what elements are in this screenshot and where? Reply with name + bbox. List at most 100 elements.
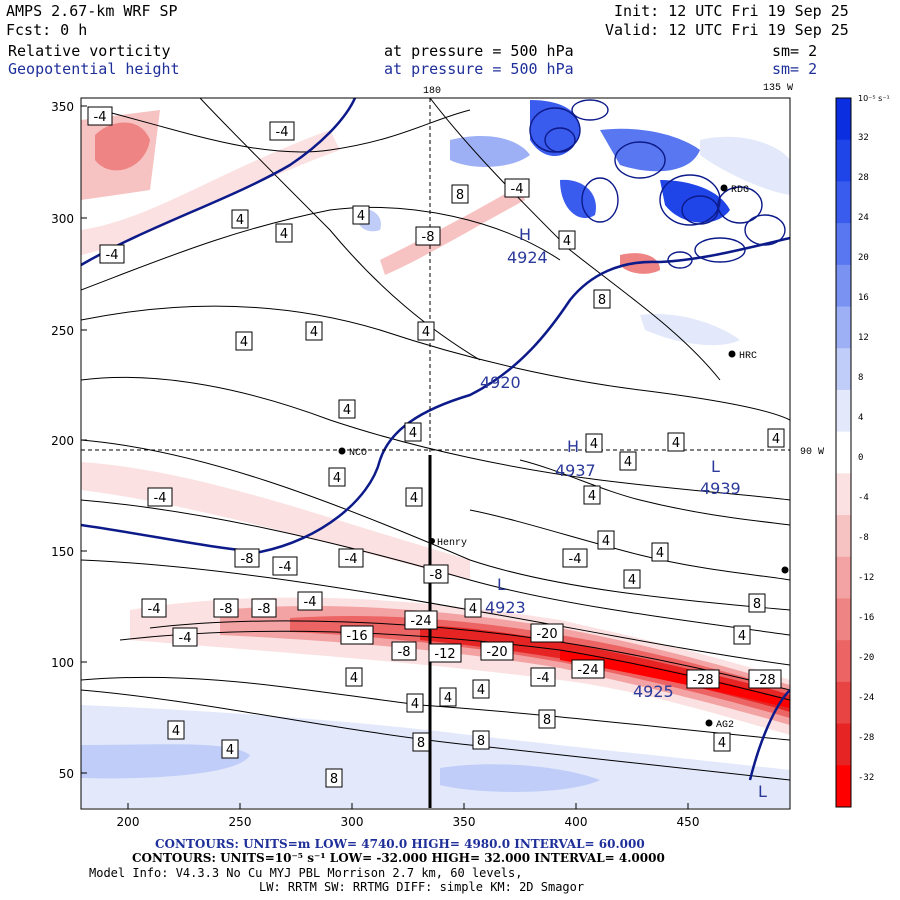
colorbar-level-label: -12 [858,573,875,583]
colorbar-level-label: -24 [858,693,875,703]
colorbar-level-label: -32 [858,773,875,783]
vorticity-label-box [686,669,720,689]
vorticity-label-box [141,598,167,618]
colorbar-swatch [836,598,851,641]
vorticity-label: 4 [422,325,430,340]
vorticity-label: -4 [106,248,119,263]
station-edge-dot [781,566,789,574]
x-tick-label: 350 [453,815,476,829]
vorticity-label-box [172,627,198,647]
vorticity-label-box [147,487,173,507]
vorticity-label-box [480,641,514,661]
vorticity-label: 4 [226,743,234,758]
vorticity-label: -4 [276,125,289,140]
vorticity-label-box [404,422,422,442]
vorticity-label-box [585,433,603,453]
y-tick-label: 50 [59,767,74,781]
vorticity-label-box [583,485,601,505]
vorticity-label-box [713,732,731,752]
footer-height-contours: CONTOURS: UNITS=m LOW= 4740.0 HIGH= 4980… [155,837,645,851]
vorticity-label-box [530,623,564,643]
vorticity-label: 4 [236,213,244,228]
vorticity-label-box [412,732,430,752]
vorticity-label: -8 [241,552,254,567]
high-value: 4924 [507,248,548,267]
colorbar-swatch [836,181,851,224]
colorbar-swatch [836,473,851,516]
vorticity-label-box [597,530,615,550]
forecast-hour: Fcst: 0 h [6,21,88,39]
colorbar-level-label: 16 [858,293,869,303]
vorticity-label-box [275,223,293,243]
footer-model-info: Model Info: V4.3.3 No Cu MYJ PBL Morriso… [89,866,523,880]
vorticity-label: 8 [477,734,485,749]
x-tick-label: 450 [677,815,700,829]
station-label: Henry [437,538,467,549]
station-ag2-dot [705,719,713,727]
vorticity-label: 4 [656,546,664,561]
vorticity-label-box [405,487,423,507]
colorbar-frame [835,97,852,808]
vorticity-label-box [464,598,482,618]
station-label: AG2 [716,720,734,731]
colorbar-swatch [836,556,851,599]
vorticity-label: -28 [692,673,713,688]
vorticity-label: 4 [718,736,726,751]
colorbar-level-label: -16 [858,613,875,623]
vorticity-label-box [406,693,424,713]
colorbar-swatch [836,348,851,391]
x-tick-label: 400 [565,815,588,829]
y-tick-label: 350 [51,100,74,114]
vorticity-label: -16 [346,629,367,644]
colorbar-level-label: -8 [858,533,869,543]
station-markers [338,184,789,727]
vorticity-label: -4 [94,110,107,125]
vorticity-label: -4 [345,552,358,567]
vorticity-label: 4 [563,234,571,249]
vorticity-label-box [99,244,125,264]
colorbar-swatch [836,139,851,182]
field1-smoothing: sm= 2 [772,42,818,60]
vorticity-label-box [340,625,374,645]
vorticity-label-box [269,121,295,141]
vorticity-label-box [251,598,277,618]
field2-smoothing: sm= 2 [772,60,818,78]
vorticity-label-box [415,226,441,246]
vorticity-label: 4 [350,671,358,686]
vorticity-label: -4 [154,491,167,506]
vorticity-label: 4 [738,629,746,644]
colorbar-swatch [836,306,851,349]
vorticity-label: 4 [410,491,418,506]
vorticity-label: 4 [624,455,632,470]
colorbar-swatch [836,765,851,808]
vorticity-label-box [87,106,113,126]
colorbar-level-label: 12 [858,333,869,343]
vorticity-label: 4 [172,724,180,739]
vorticity-label: 4 [310,325,318,340]
vorticity-label-box [571,659,605,679]
init-time: Init: 12 UTC Fri 19 Sep 25 [614,2,849,20]
vorticity-label: 4 [333,471,341,486]
y-tick-label: 250 [51,324,74,338]
station-label: HRC [739,351,757,362]
vorticity-label: -4 [569,552,582,567]
colorbar-level-label: 0 [858,453,864,463]
vorticity-label-box [272,556,298,576]
vorticity-label-box [767,428,785,448]
vorticity-label: 4 [772,432,780,447]
colorbar-swatch [836,389,851,433]
vorticity-label: -4 [279,560,292,575]
low-value: 4923 [485,598,526,617]
vorticity-label-box [472,679,490,699]
vorticity-label: 4 [411,697,419,712]
vorticity-label-box [352,205,370,225]
vorticity-labels: -4 -4 -4 4 4 4 4 8 -4 4 -8 8 4 4 4 4 4 4 4 4 4 4 4 -4 -8 -4 -4 -8 -4… [87,106,785,788]
colorbar-level-label: -28 [858,733,875,743]
vorticity-label-box [504,178,530,198]
vorticity-label-box [423,564,449,584]
vorticity-label: 4 [590,437,598,452]
vorticity-label: -8 [258,602,271,617]
vorticity-label: -4 [537,671,550,686]
low-value: 4939 [700,479,741,498]
vorticity-label-box [305,321,323,341]
